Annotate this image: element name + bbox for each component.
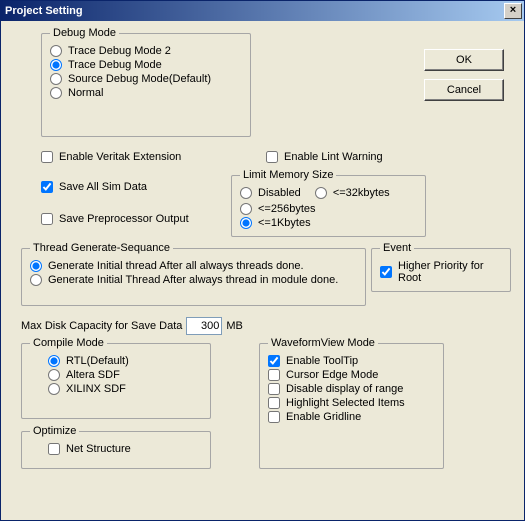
waveform-legend: WaveformView Mode (268, 337, 378, 349)
compile-opt-0[interactable]: RTL(Default) (48, 355, 202, 367)
dialog-body: OK Cancel Debug Mode Trace Debug Mode 2 … (1, 21, 524, 520)
debug-mode-radio-3[interactable] (50, 87, 62, 99)
cancel-button[interactable]: Cancel (424, 79, 504, 101)
debug-mode-opt-1[interactable]: Trace Debug Mode (50, 59, 242, 71)
waveform-group: WaveformView Mode Enable ToolTip Cursor … (259, 337, 444, 469)
limit-32k-radio[interactable] (315, 187, 327, 199)
compile-radio-0[interactable] (48, 355, 60, 367)
dialog-buttons: OK Cancel (424, 49, 504, 101)
thread-seq-opt-1[interactable]: Generate Initial Thread After always thr… (30, 274, 357, 286)
compile-radio-1[interactable] (48, 369, 60, 381)
optimize-group: Optimize Net Structure (21, 425, 211, 469)
optimize-legend: Optimize (30, 425, 79, 437)
limit-disabled[interactable]: Disabled (240, 187, 301, 199)
debug-mode-opt-2[interactable]: Source Debug Mode(Default) (50, 73, 242, 85)
limit-disabled-radio[interactable] (240, 187, 252, 199)
waveform-range[interactable]: Disable display of range (268, 383, 435, 395)
higher-priority-input[interactable] (380, 266, 392, 278)
debug-mode-group: Debug Mode Trace Debug Mode 2 Trace Debu… (41, 27, 251, 137)
event-group: Event Higher Priority for Root (371, 242, 511, 292)
max-disk-label: Max Disk Capacity for Save Data (21, 320, 182, 332)
waveform-cursor[interactable]: Cursor Edge Mode (268, 369, 435, 381)
thread-seq-radio-0[interactable] (30, 260, 42, 272)
compile-mode-legend: Compile Mode (30, 337, 107, 349)
titlebar: Project Setting × (1, 1, 524, 21)
limit-256b-radio[interactable] (240, 203, 252, 215)
enable-veritak-checkbox[interactable]: Enable Veritak Extension (41, 151, 181, 163)
limit-256b[interactable]: <=256bytes (240, 203, 417, 215)
enable-lint-input[interactable] (266, 151, 278, 163)
waveform-grid[interactable]: Enable Gridline (268, 411, 435, 423)
limit-memory-group: Limit Memory Size Disabled <=32kbytes <=… (231, 169, 426, 237)
compile-opt-2[interactable]: XILINX SDF (48, 383, 202, 395)
net-structure-checkbox[interactable]: Net Structure (30, 443, 202, 455)
net-structure-input[interactable] (48, 443, 60, 455)
waveform-range-input[interactable] (268, 383, 280, 395)
compile-radio-2[interactable] (48, 383, 60, 395)
debug-mode-opt-0[interactable]: Trace Debug Mode 2 (50, 45, 242, 57)
thread-seq-legend: Thread Generate-Sequance (30, 242, 173, 254)
debug-mode-opt-3[interactable]: Normal (50, 87, 242, 99)
debug-mode-radio-2[interactable] (50, 73, 62, 85)
save-sim-input[interactable] (41, 181, 53, 193)
enable-veritak-input[interactable] (41, 151, 53, 163)
limit-1k-radio[interactable] (240, 217, 252, 229)
save-sim-checkbox[interactable]: Save All Sim Data (41, 181, 147, 193)
ok-button[interactable]: OK (424, 49, 504, 71)
limit-memory-legend: Limit Memory Size (240, 169, 336, 181)
close-button[interactable]: × (504, 3, 522, 19)
thread-seq-group: Thread Generate-Sequance Generate Initia… (21, 242, 366, 306)
waveform-tooltip[interactable]: Enable ToolTip (268, 355, 435, 367)
waveform-tooltip-input[interactable] (268, 355, 280, 367)
save-pre-input[interactable] (41, 213, 53, 225)
window-title: Project Setting (5, 5, 83, 17)
thread-seq-radio-1[interactable] (30, 274, 42, 286)
waveform-cursor-input[interactable] (268, 369, 280, 381)
debug-mode-radio-1[interactable] (50, 59, 62, 71)
event-legend: Event (380, 242, 414, 254)
limit-32k[interactable]: <=32kbytes (315, 187, 390, 199)
max-disk-unit: MB (226, 320, 243, 332)
save-pre-checkbox[interactable]: Save Preprocessor Output (41, 213, 189, 225)
project-setting-window: Project Setting × OK Cancel Debug Mode T… (0, 0, 525, 521)
max-disk-row: Max Disk Capacity for Save Data MB (21, 317, 243, 335)
waveform-grid-input[interactable] (268, 411, 280, 423)
debug-mode-legend: Debug Mode (50, 27, 119, 39)
compile-opt-1[interactable]: Altera SDF (48, 369, 202, 381)
enable-lint-checkbox[interactable]: Enable Lint Warning (266, 151, 383, 163)
thread-seq-opt-0[interactable]: Generate Initial thread After all always… (30, 260, 357, 272)
higher-priority-checkbox[interactable]: Higher Priority for Root (380, 260, 502, 284)
waveform-highlight[interactable]: Highlight Selected Items (268, 397, 435, 409)
waveform-highlight-input[interactable] (268, 397, 280, 409)
limit-1k[interactable]: <=1Kbytes (240, 217, 417, 229)
max-disk-input[interactable] (186, 317, 222, 335)
compile-mode-group: Compile Mode RTL(Default) Altera SDF XIL… (21, 337, 211, 419)
debug-mode-radio-0[interactable] (50, 45, 62, 57)
